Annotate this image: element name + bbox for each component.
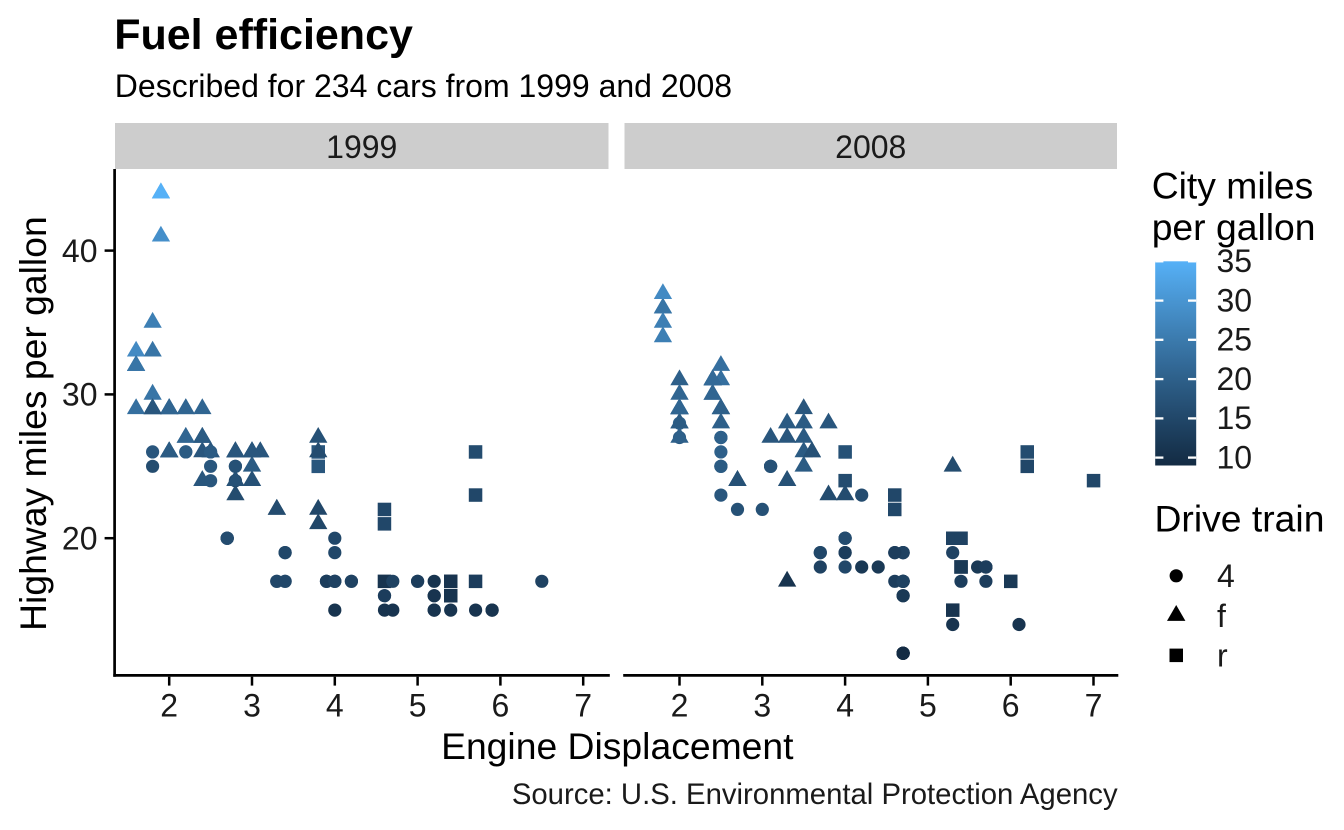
svg-text:Source: U.S. Environmental Pro: Source: U.S. Environmental Protection Ag… — [512, 778, 1118, 811]
svg-text:30: 30 — [62, 377, 98, 413]
svg-text:20: 20 — [62, 521, 98, 557]
svg-text:Highway miles per gallon: Highway miles per gallon — [12, 216, 54, 631]
svg-text:5: 5 — [409, 687, 427, 723]
svg-text:25: 25 — [1217, 322, 1253, 358]
svg-text:10: 10 — [1217, 439, 1253, 475]
svg-text:15: 15 — [1217, 400, 1253, 436]
svg-text:40: 40 — [62, 233, 98, 269]
svg-text:3: 3 — [753, 687, 771, 723]
svg-text:35: 35 — [1217, 243, 1253, 279]
svg-text:7: 7 — [1085, 687, 1103, 723]
svg-text:2: 2 — [160, 687, 178, 723]
svg-text:4: 4 — [1217, 558, 1235, 594]
svg-text:Engine Displacement: Engine Displacement — [441, 725, 794, 767]
svg-text:30: 30 — [1217, 282, 1253, 318]
svg-text:4: 4 — [836, 687, 854, 723]
svg-text:3: 3 — [243, 687, 261, 723]
svg-text:7: 7 — [574, 687, 592, 723]
svg-text:2008: 2008 — [835, 129, 906, 165]
svg-text:2: 2 — [671, 687, 689, 723]
svg-text:per gallon: per gallon — [1152, 206, 1316, 248]
svg-text:Drive train: Drive train — [1155, 498, 1325, 540]
svg-text:f: f — [1217, 598, 1226, 634]
svg-text:6: 6 — [1002, 687, 1020, 723]
svg-text:Described for 234 cars from 19: Described for 234 cars from 1999 and 200… — [115, 68, 732, 104]
svg-text:4: 4 — [326, 687, 344, 723]
svg-text:5: 5 — [919, 687, 937, 723]
svg-text:6: 6 — [492, 687, 510, 723]
svg-text:r: r — [1217, 638, 1228, 674]
svg-text:Fuel efficiency: Fuel efficiency — [114, 11, 413, 59]
svg-text:1999: 1999 — [326, 129, 397, 165]
svg-text:20: 20 — [1217, 361, 1253, 397]
svg-text:City miles: City miles — [1152, 164, 1314, 206]
